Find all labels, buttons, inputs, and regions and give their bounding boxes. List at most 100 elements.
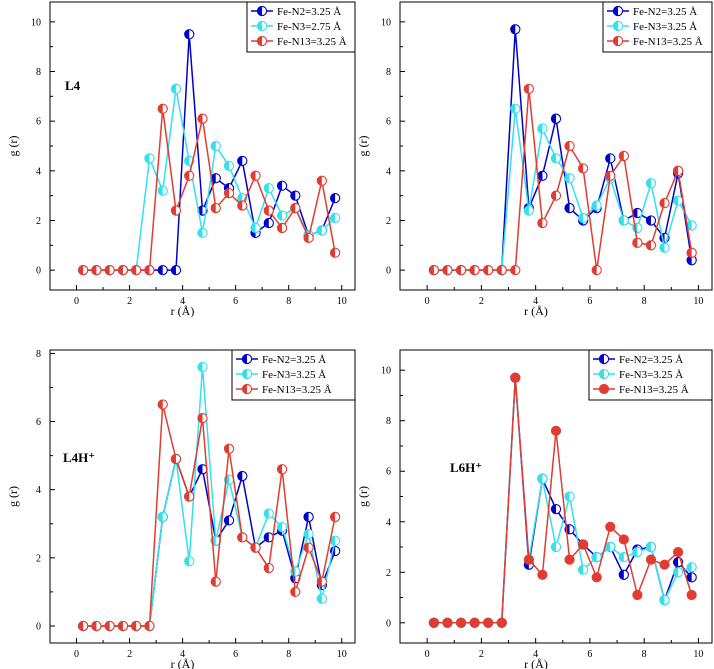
data-point bbox=[197, 113, 208, 124]
data-point-half bbox=[483, 265, 489, 275]
data-point-half bbox=[131, 265, 137, 275]
x-tick-label: 6 bbox=[233, 649, 238, 660]
data-point bbox=[605, 170, 616, 181]
data-point-half bbox=[592, 265, 597, 275]
y-tick-label: 2 bbox=[36, 553, 41, 564]
legend-marker bbox=[598, 353, 610, 365]
data-point bbox=[645, 554, 657, 565]
data-point-half bbox=[277, 181, 283, 191]
data-point bbox=[686, 572, 697, 583]
data-point-half bbox=[264, 508, 269, 519]
data-point bbox=[250, 170, 261, 181]
data-point bbox=[469, 264, 480, 276]
data-point bbox=[605, 153, 616, 164]
data-point bbox=[144, 620, 155, 632]
legend-marker bbox=[598, 383, 610, 395]
data-point bbox=[483, 264, 494, 276]
data-point bbox=[686, 562, 697, 573]
y-tick-label: 6 bbox=[36, 117, 41, 128]
data-point bbox=[250, 222, 261, 234]
data-point-half bbox=[330, 193, 336, 203]
data-point bbox=[210, 576, 221, 587]
data-point bbox=[210, 140, 221, 152]
data-point-half bbox=[144, 621, 150, 631]
data-point-half bbox=[158, 104, 163, 114]
y-tick-label: 0 bbox=[386, 266, 391, 277]
data-point-half bbox=[330, 213, 336, 223]
legend-marker-half bbox=[613, 21, 618, 31]
data-point bbox=[316, 593, 327, 604]
data-point bbox=[632, 589, 643, 601]
series-3 bbox=[428, 83, 697, 276]
data-point-half bbox=[632, 547, 638, 557]
x-tick-label: 8 bbox=[642, 296, 647, 307]
data-point bbox=[550, 541, 562, 553]
legend-entry: Fe-N3=2.75 Å bbox=[251, 20, 341, 33]
data-point-half bbox=[277, 223, 283, 233]
data-point bbox=[659, 559, 670, 570]
data-point-half bbox=[290, 191, 296, 201]
data-point-half bbox=[605, 542, 611, 552]
data-point-half bbox=[551, 153, 556, 164]
data-point bbox=[442, 264, 453, 276]
data-point bbox=[263, 562, 274, 574]
data-point bbox=[303, 528, 314, 540]
x-axis-label: r (Å) bbox=[524, 657, 548, 669]
data-point-half bbox=[646, 240, 651, 250]
y-axis-label: g (r) bbox=[6, 486, 20, 507]
data-point bbox=[659, 197, 670, 209]
legend-entry: Fe-N2=3.25 Å bbox=[236, 353, 326, 366]
data-point bbox=[605, 521, 616, 532]
data-point-half bbox=[537, 124, 543, 134]
data-point-half bbox=[330, 248, 336, 258]
data-point bbox=[184, 170, 195, 181]
y-tick-label: 6 bbox=[36, 417, 41, 428]
x-tick-label: 2 bbox=[127, 649, 132, 660]
legend-marker bbox=[598, 368, 610, 380]
x-tick-label: 6 bbox=[233, 296, 238, 307]
data-point-half bbox=[184, 156, 190, 166]
data-point bbox=[329, 511, 341, 523]
data-point-half bbox=[605, 171, 611, 181]
data-point bbox=[170, 453, 182, 465]
legend-entry: Fe-N3=3.25 Å bbox=[607, 20, 697, 33]
data-point-half bbox=[564, 173, 570, 183]
data-point bbox=[537, 217, 548, 229]
legend-label: Fe-N3=3.25 Å bbox=[619, 369, 683, 381]
data-point bbox=[550, 503, 562, 515]
data-point-half bbox=[429, 265, 434, 275]
data-point bbox=[632, 546, 643, 558]
data-point bbox=[170, 264, 182, 276]
data-point bbox=[117, 620, 129, 632]
data-point bbox=[329, 192, 341, 204]
data-point-half bbox=[605, 153, 611, 164]
data-point bbox=[523, 205, 535, 216]
data-point-half bbox=[144, 265, 150, 275]
data-point-half bbox=[171, 265, 176, 275]
y-tick-label: 0 bbox=[36, 266, 41, 277]
data-point bbox=[91, 264, 102, 276]
plot-frame bbox=[49, 349, 356, 644]
legend-label: Fe-N2=3.25 Å bbox=[262, 354, 326, 366]
data-point bbox=[329, 535, 341, 546]
data-point bbox=[290, 586, 301, 598]
legend: Fe-N2=3.25 Å Fe-N3=2.75 Å Fe-N13=3.25 Å bbox=[246, 1, 356, 53]
data-point bbox=[276, 464, 288, 475]
legend-marker-half bbox=[257, 6, 262, 16]
data-point-half bbox=[646, 542, 651, 552]
data-point bbox=[250, 542, 261, 553]
data-point-half bbox=[564, 141, 570, 151]
legend-marker bbox=[612, 20, 624, 32]
data-point-half bbox=[105, 265, 110, 275]
x-axis-label: r (Å) bbox=[524, 304, 548, 318]
legend-marker-half bbox=[242, 354, 247, 364]
legend-label: Fe-N3=3.25 Å bbox=[633, 21, 697, 33]
y-tick-label: 2 bbox=[386, 216, 391, 227]
data-point-half bbox=[158, 399, 163, 410]
data-point-half bbox=[317, 577, 322, 587]
series-3 bbox=[78, 103, 341, 276]
y-tick-label: 8 bbox=[386, 67, 391, 78]
data-point-half bbox=[330, 536, 336, 546]
data-point bbox=[316, 175, 327, 186]
data-point bbox=[618, 569, 629, 580]
